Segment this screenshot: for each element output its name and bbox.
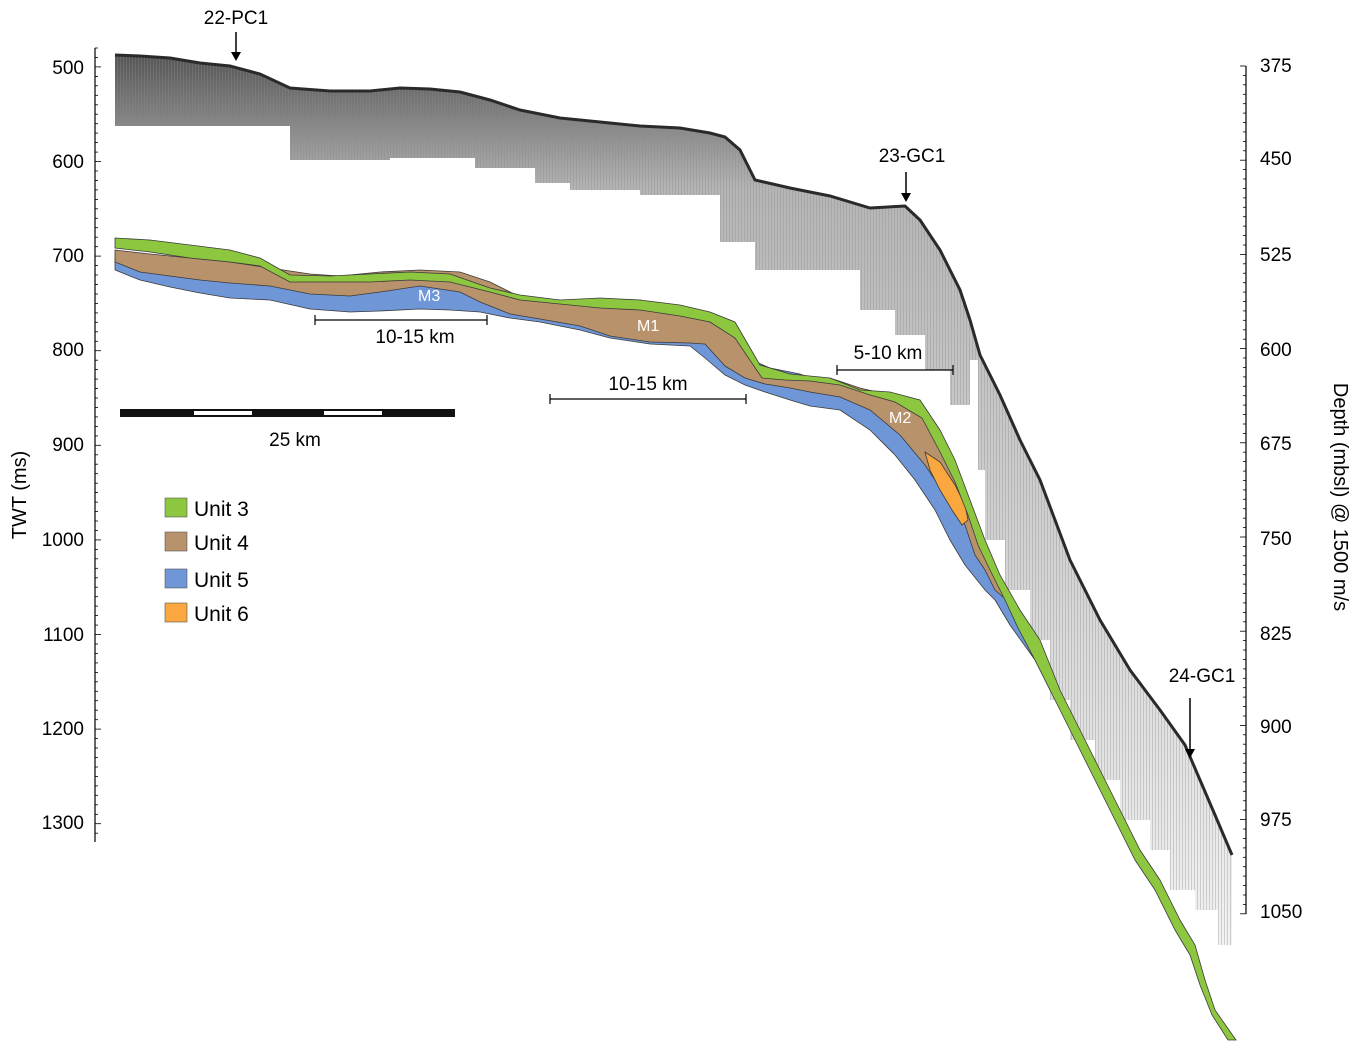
legend-label: Unit 4: [194, 532, 249, 555]
left-tick-label: 1100: [43, 625, 84, 646]
seismic-section: [114, 53, 1234, 945]
left-tick-label: 1300: [42, 813, 84, 834]
distance-spans: 10-15 km 10-15 km 5-10 km: [314, 315, 954, 404]
right-tick-label: 900: [1260, 717, 1292, 738]
right-tick-label: 450: [1260, 149, 1292, 170]
left-axis-title: TWT (ms): [9, 451, 31, 540]
left-axis-minor-ticks: [95, 47, 101, 834]
core-markers: 22-PC1 23-GC1 24-GC1: [204, 8, 1235, 758]
right-tick-label: 975: [1260, 810, 1292, 831]
core-label: 23-GC1: [879, 146, 946, 167]
span-label: 5-10 km: [854, 343, 923, 364]
left-tick-label: 700: [52, 246, 84, 267]
span-indicator: 5-10 km: [836, 343, 954, 375]
left-tick-label: 1200: [42, 719, 84, 740]
left-tick-label: 800: [52, 340, 84, 361]
legend-label: Unit 6: [194, 603, 249, 626]
scale-bar-label: 25 km: [269, 430, 321, 451]
core-marker-22-pc1: 22-PC1: [204, 8, 268, 61]
core-label: 24-GC1: [1169, 666, 1236, 687]
interpreted-units: M3 M1 M2: [114, 237, 1237, 1041]
legend-swatch: [164, 602, 188, 623]
span-indicator: 10-15 km: [549, 374, 747, 404]
unit-label-m3: M3: [418, 288, 440, 305]
right-tick-label: 750: [1260, 529, 1292, 550]
legend: Unit 3 Unit 4 Unit 5 Unit 6: [164, 497, 249, 626]
left-tick-labels: 500 600 700 800 900 1000 1100 1200 1300: [42, 58, 84, 834]
right-tick-label: 375: [1260, 56, 1292, 77]
unit-3-layer: [114, 237, 1237, 1041]
legend-swatch: [164, 568, 188, 589]
unit-label-m2: M2: [889, 410, 911, 427]
right-tick-labels: 375 450 525 600 675 750 825 900 975 1050: [1260, 56, 1302, 923]
left-tick-label: 900: [52, 435, 84, 456]
right-axis-minor-ticks: [1240, 65, 1246, 915]
right-tick-label: 675: [1260, 434, 1292, 455]
left-tick-label: 1000: [42, 530, 84, 551]
left-tick-label: 600: [52, 152, 84, 173]
right-tick-label: 525: [1260, 245, 1292, 266]
legend-item-unit-3: Unit 3: [164, 497, 249, 521]
seismic-texture: [115, 55, 1232, 945]
legend-label: Unit 5: [194, 569, 249, 592]
legend-item-unit-5: Unit 5: [164, 568, 249, 592]
legend-swatch: [164, 531, 188, 552]
core-marker-24-gc1: 24-GC1: [1169, 666, 1236, 758]
span-label: 10-15 km: [608, 374, 687, 395]
legend-label: Unit 3: [194, 498, 249, 521]
right-tick-label: 1050: [1260, 902, 1302, 923]
unit-label-m1: M1: [637, 318, 659, 335]
right-tick-label: 600: [1260, 340, 1292, 361]
left-axis: 500 600 700 800 900 1000 1100 1200 1300 …: [9, 47, 101, 842]
legend-swatch: [164, 497, 188, 518]
legend-item-unit-6: Unit 6: [164, 602, 249, 626]
span-indicator: 10-15 km: [314, 315, 488, 348]
right-axis: 375 450 525 600 675 750 825 900 975 1050…: [1240, 56, 1351, 923]
unit-4-layer: [114, 249, 1011, 604]
legend-item-unit-4: Unit 4: [164, 531, 249, 555]
scale-bar: 25 km: [120, 409, 455, 451]
core-marker-23-gc1: 23-GC1: [879, 146, 946, 202]
span-label: 10-15 km: [375, 327, 454, 348]
left-tick-label: 500: [52, 58, 84, 79]
right-axis-title: Depth (mbsl) @ 1500 m/s: [1329, 383, 1351, 611]
seafloor-reflector: [114, 53, 1234, 856]
right-tick-label: 825: [1260, 624, 1292, 645]
core-label: 22-PC1: [204, 8, 268, 29]
unit-6-layer: [924, 451, 969, 526]
